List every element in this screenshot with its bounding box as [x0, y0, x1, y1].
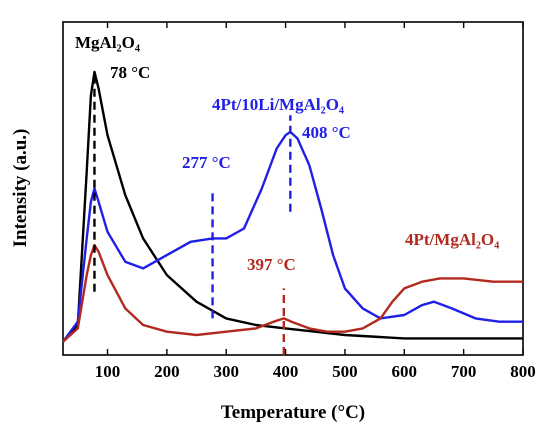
x-tick-label: 500: [332, 362, 358, 381]
x-tick-label: 200: [154, 362, 180, 381]
series-line-2: [62, 243, 523, 343]
annotation-label-mgal2o4: MgAl₂O₄: [75, 33, 140, 52]
annotation-temp-397: 397 °C: [247, 255, 296, 274]
peak-lines: [93, 75, 292, 355]
x-tick-label: 300: [213, 362, 239, 381]
x-tick-label: 400: [273, 362, 299, 381]
x-axis-ticks: 100 200 300 400 500 600 700 800: [95, 22, 536, 381]
annotation-label-4pt: 4Pt/MgAl₂O₄: [405, 230, 499, 249]
x-tick-label: 800: [510, 362, 536, 381]
x-tick-label: 600: [392, 362, 418, 381]
series-line-1: [62, 130, 523, 343]
annotation-temp-78: 78 °C: [110, 63, 150, 82]
annotations: MgAl₂O₄ 78 °C 4Pt/10Li/MgAl₂O₄ 408 °C 277 °C…: [75, 33, 499, 274]
annotation-label-4pt10li: 4Pt/10Li/MgAl₂O₄: [212, 95, 344, 114]
series-line-0: [62, 70, 523, 343]
x-axis-title: Temperature (°C): [221, 402, 365, 423]
x-tick-label: 700: [451, 362, 477, 381]
annotation-temp-408: 408 °C: [302, 123, 351, 142]
series-layer: [62, 70, 523, 343]
x-tick-label: 100: [95, 362, 121, 381]
y-axis-title: Intensity (a.u.): [10, 129, 31, 248]
plot-frame: [62, 21, 524, 356]
annotation-temp-277: 277 °C: [182, 153, 231, 172]
